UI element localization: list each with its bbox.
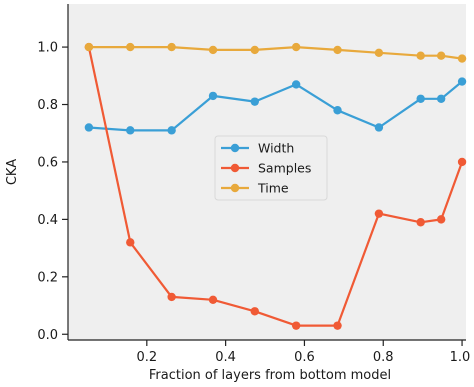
data-point xyxy=(374,48,384,58)
data-point xyxy=(457,77,467,86)
data-point xyxy=(436,51,446,60)
data-point xyxy=(291,42,301,52)
data-point xyxy=(208,91,218,101)
axes: 0.0 0.2 0.4 0.6 0.8 1.0 0.2 0.4 0.6 0.8 1.0 xyxy=(37,4,470,365)
legend-item: Samples xyxy=(221,161,311,176)
data-point xyxy=(291,80,301,89)
series-time xyxy=(84,42,467,63)
data-point xyxy=(126,42,135,52)
legend-label: Time xyxy=(257,181,289,196)
y-tick-label: 0.2 xyxy=(37,270,58,285)
data-point xyxy=(291,321,301,330)
legend-item: Time xyxy=(221,181,289,196)
legend-marker xyxy=(230,163,240,173)
x-tick-label: 1.0 xyxy=(450,350,471,365)
data-point xyxy=(374,209,384,218)
series-layer xyxy=(84,42,467,330)
data-point xyxy=(333,321,342,330)
data-point xyxy=(208,45,218,55)
legend-label: Width xyxy=(258,141,294,156)
legend: Width Samples Time xyxy=(214,135,328,201)
y-tick-label: 0.8 xyxy=(37,98,58,113)
y-tick-label: 0.6 xyxy=(37,155,58,170)
data-point xyxy=(436,215,446,224)
y-axis-label: CKA xyxy=(5,159,20,185)
x-tick-label: 0.6 xyxy=(294,350,315,365)
data-point xyxy=(250,45,259,55)
x-tick-label: 0.4 xyxy=(215,350,236,365)
legend-marker xyxy=(230,183,240,193)
data-point xyxy=(416,94,425,103)
data-point xyxy=(208,295,218,304)
y-tick-label: 1.0 xyxy=(37,41,58,56)
data-point xyxy=(457,54,467,63)
x-axis-label: Fraction of layers from bottom model xyxy=(149,368,391,383)
y-tick-label: 0.4 xyxy=(37,213,58,228)
data-point xyxy=(250,97,259,106)
data-point xyxy=(126,238,135,247)
data-point xyxy=(333,106,342,115)
y-tick-label: 0.0 xyxy=(37,328,58,343)
data-point xyxy=(333,45,342,55)
data-point xyxy=(84,123,94,132)
data-point xyxy=(416,51,425,60)
data-point xyxy=(167,126,176,135)
data-point xyxy=(84,42,94,52)
data-point xyxy=(457,157,467,167)
x-tick-label: 0.2 xyxy=(136,350,157,365)
data-point xyxy=(250,307,259,316)
x-tick-label: 0.8 xyxy=(373,350,394,365)
data-point xyxy=(436,94,446,103)
data-point xyxy=(126,126,135,135)
data-point xyxy=(416,218,425,227)
data-point xyxy=(374,123,384,132)
legend-item: Width xyxy=(221,141,294,156)
legend-frame xyxy=(214,135,328,201)
series-width xyxy=(84,77,467,135)
legend-label: Samples xyxy=(258,161,311,176)
data-point xyxy=(167,42,176,52)
legend-marker xyxy=(230,143,240,153)
data-point xyxy=(167,292,176,302)
